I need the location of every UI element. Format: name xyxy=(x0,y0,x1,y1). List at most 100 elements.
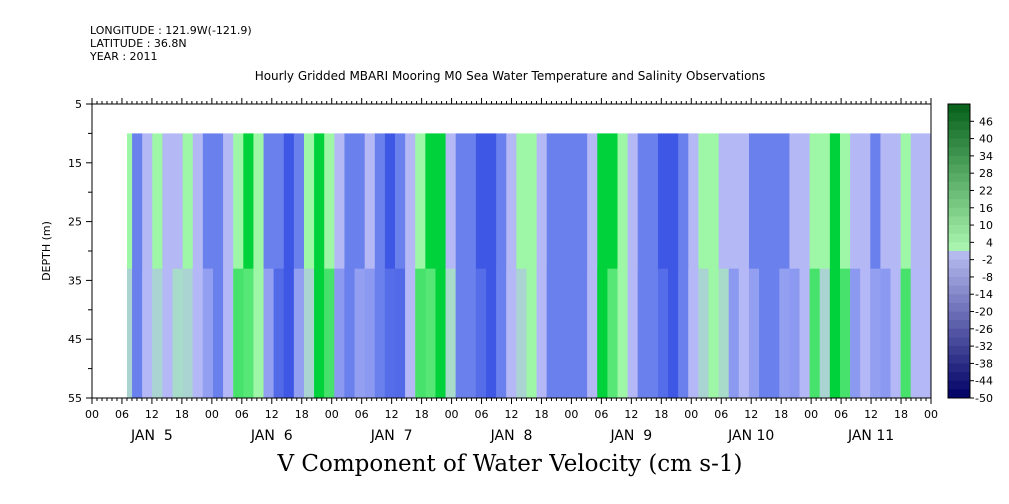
heatmap-column xyxy=(425,133,437,398)
y-tick-label: 5 xyxy=(75,98,82,111)
colorbar-swatch xyxy=(948,155,970,165)
colorbar-label: 34 xyxy=(979,150,993,163)
x-hour-label: 00 xyxy=(684,408,698,421)
y-tick-label: 25 xyxy=(68,216,82,229)
heatmap-column xyxy=(688,133,699,398)
heatmap-column xyxy=(860,133,871,398)
heatmap-column xyxy=(273,133,285,398)
colorbar-swatch xyxy=(948,190,970,200)
heatmap-column xyxy=(496,133,507,398)
colorbar-label: -8 xyxy=(982,271,993,284)
heatmap-cell-deep xyxy=(668,268,679,398)
heatmap-cell-deep xyxy=(496,268,507,398)
x-hour-label: 06 xyxy=(594,408,608,421)
colorbar-label: -20 xyxy=(975,306,993,319)
heatmap-cell-deep xyxy=(374,268,386,398)
heatmap-column xyxy=(759,133,770,398)
heatmap-cell-deep xyxy=(647,268,659,398)
x-hour-label: 18 xyxy=(774,408,788,421)
x-hour-label: 12 xyxy=(624,408,638,421)
heatmap-cell-deep xyxy=(475,268,487,398)
heatmap-cell-deep xyxy=(182,268,194,398)
heatmap-cell-deep xyxy=(263,268,275,398)
heatmap-column xyxy=(506,133,517,398)
x-hour-label: 18 xyxy=(534,408,548,421)
heatmap-column xyxy=(253,133,265,398)
heatmap-cell-deep xyxy=(789,268,801,398)
heatmap-cell-deep xyxy=(192,268,204,398)
heatmap-cell-deep xyxy=(334,268,346,398)
heatmap-column xyxy=(536,133,548,398)
heatmap-cell-deep xyxy=(688,268,699,398)
heatmap-column xyxy=(354,133,366,398)
heatmap-cell-deep xyxy=(506,268,517,398)
colorbar-swatch xyxy=(948,233,970,243)
heatmap-cell-deep xyxy=(202,268,214,398)
x-hour-label: 12 xyxy=(265,408,279,421)
heatmap-column xyxy=(809,133,821,398)
year-label: YEAR : 2011 xyxy=(90,50,158,63)
x-hour-label: 18 xyxy=(295,408,309,421)
heatmap-column xyxy=(890,133,902,398)
colorbar: 46 40 34 28 22 16 10 4 -2 -8 -14 -20 -26 -32 -38 -44 -50 xyxy=(947,103,993,405)
x-hour-label: 06 xyxy=(714,408,728,421)
x-hour-label: 18 xyxy=(894,408,908,421)
heatmap-cell-deep xyxy=(384,268,396,398)
heatmap-cell-deep xyxy=(839,268,851,398)
colorbar-label: 4 xyxy=(986,236,993,249)
heatmap-column xyxy=(152,133,164,398)
heatmap-cell-deep xyxy=(162,268,174,398)
heatmap-column xyxy=(127,133,133,398)
heatmap-column xyxy=(566,133,578,398)
x-day-label: JAN 11 xyxy=(847,428,894,444)
colorbar-label: 22 xyxy=(979,184,993,197)
heatmap-column xyxy=(587,133,598,398)
heatmap-column xyxy=(162,133,174,398)
heatmap-column xyxy=(556,133,568,398)
heatmap-cell-deep xyxy=(486,268,497,398)
heatmap-cell-deep xyxy=(546,268,558,398)
colorbar-swatch xyxy=(948,138,970,148)
heatmap-column xyxy=(304,133,315,398)
heatmap-cell-deep xyxy=(223,268,234,398)
heatmap-cell-deep xyxy=(395,268,406,398)
colorbar-swatch xyxy=(948,354,970,364)
heatmap-cell-deep xyxy=(627,268,639,398)
heatmap-column xyxy=(870,133,882,398)
heatmap-column xyxy=(698,133,710,398)
colorbar-label: -2 xyxy=(982,254,993,267)
x-day-label: JAN 5 xyxy=(130,428,173,444)
latitude-label: LATITUDE : 36.8N xyxy=(90,37,187,50)
heatmap-column xyxy=(617,133,629,398)
x-hour-label: 18 xyxy=(415,408,429,421)
heatmap-column xyxy=(455,133,467,398)
heatmap-cell-deep xyxy=(698,268,710,398)
heatmap-column xyxy=(283,133,295,398)
heatmap-cell-deep xyxy=(526,268,538,398)
x-day-label: JAN 9 xyxy=(609,428,652,444)
heatmap-column xyxy=(880,133,892,398)
y-axis-title-group: DEPTH (m) xyxy=(40,221,53,281)
colorbar-swatch xyxy=(948,320,970,330)
heatmap-cell-deep xyxy=(516,268,528,398)
heatmap-column xyxy=(374,133,386,398)
heatmap-cell-deep xyxy=(587,268,598,398)
heatmap-cell-deep xyxy=(243,268,255,398)
heatmap-cell-deep xyxy=(425,268,437,398)
heatmap-cell-deep xyxy=(769,268,780,398)
colorbar-label: -14 xyxy=(975,288,993,301)
heatmap-cell-deep xyxy=(607,268,619,398)
x-hour-label: 18 xyxy=(654,408,668,421)
heatmap-column xyxy=(799,133,811,398)
heatmap-column xyxy=(708,133,720,398)
x-hour-label: 06 xyxy=(115,408,129,421)
heatmap-column xyxy=(607,133,619,398)
colorbar-swatch xyxy=(948,199,970,209)
heatmap-cell-deep xyxy=(860,268,871,398)
heatmap-cell-deep xyxy=(910,268,922,398)
heatmap-cell-deep xyxy=(536,268,548,398)
heatmap-cell-deep xyxy=(880,268,892,398)
heatmap-cell-deep xyxy=(708,268,720,398)
heatmap-cell-deep xyxy=(324,268,335,398)
